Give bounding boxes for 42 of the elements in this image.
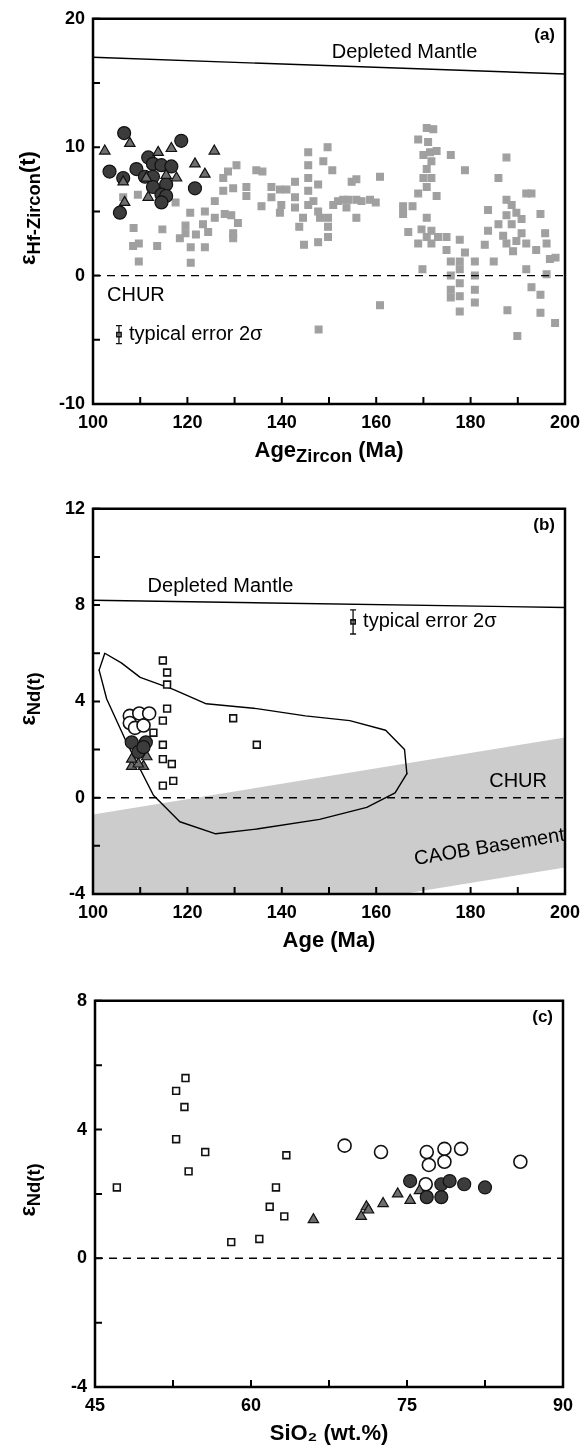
y-tick-label: 12 — [64, 497, 85, 518]
x-tick-label: 100 — [77, 901, 109, 922]
x-tick-label: 75 — [396, 1394, 418, 1415]
x-tick-label: 100 — [77, 411, 109, 432]
x-tick-label: 120 — [172, 901, 203, 922]
ref-line-label: CHUR — [107, 283, 165, 306]
x-tick-label: 140 — [266, 901, 297, 922]
x-axis-title: SiO₂ (wt.%) — [269, 1420, 389, 1446]
y-tick-label: 4 — [74, 690, 85, 711]
series-label: Depleted Mantle — [147, 573, 294, 596]
x-tick-label: 180 — [455, 411, 486, 432]
annotation: (b) — [533, 514, 555, 534]
x-tick-label: 45 — [84, 1394, 106, 1415]
x-tick-label: 180 — [455, 901, 486, 922]
x-tick-label: 200 — [549, 411, 581, 432]
y-tick-label: 4 — [76, 1118, 87, 1139]
annotation: (a) — [534, 24, 555, 44]
x-tick-label: 160 — [361, 411, 392, 432]
y-tick-label: 0 — [74, 264, 85, 285]
y-tick-label: 20 — [64, 7, 85, 28]
x-tick-label: 200 — [549, 901, 581, 922]
annotation: (c) — [532, 1006, 553, 1026]
y-tick-label: 8 — [76, 989, 87, 1010]
series-label: typical error 2σ — [128, 322, 264, 345]
x-tick-label: 140 — [266, 411, 297, 432]
x-tick-label: 120 — [172, 411, 203, 432]
series-label: typical error 2σ — [363, 609, 498, 632]
y-tick-label: -4 — [70, 1375, 87, 1396]
text: CAOB Basement — [412, 822, 567, 869]
x-axis-title: Age (Ma) — [282, 927, 376, 953]
x-axis-title: Age$_{Zircon}$ (Ma) — [254, 437, 404, 467]
y-tick-label: -10 — [58, 392, 85, 413]
y-tick-label: 0 — [76, 1247, 87, 1268]
x-tick-label: 90 — [552, 1394, 574, 1415]
y-tick-label: 10 — [64, 136, 85, 157]
ref-line-label: CHUR — [489, 769, 547, 792]
y-tick-label: 8 — [74, 594, 85, 615]
series-label: Depleted Mantle — [331, 39, 478, 62]
y-tick-label: 0 — [74, 786, 85, 807]
y-tick-label: -4 — [68, 882, 85, 903]
x-tick-label: 160 — [361, 901, 392, 922]
x-tick-label: 60 — [240, 1394, 262, 1415]
